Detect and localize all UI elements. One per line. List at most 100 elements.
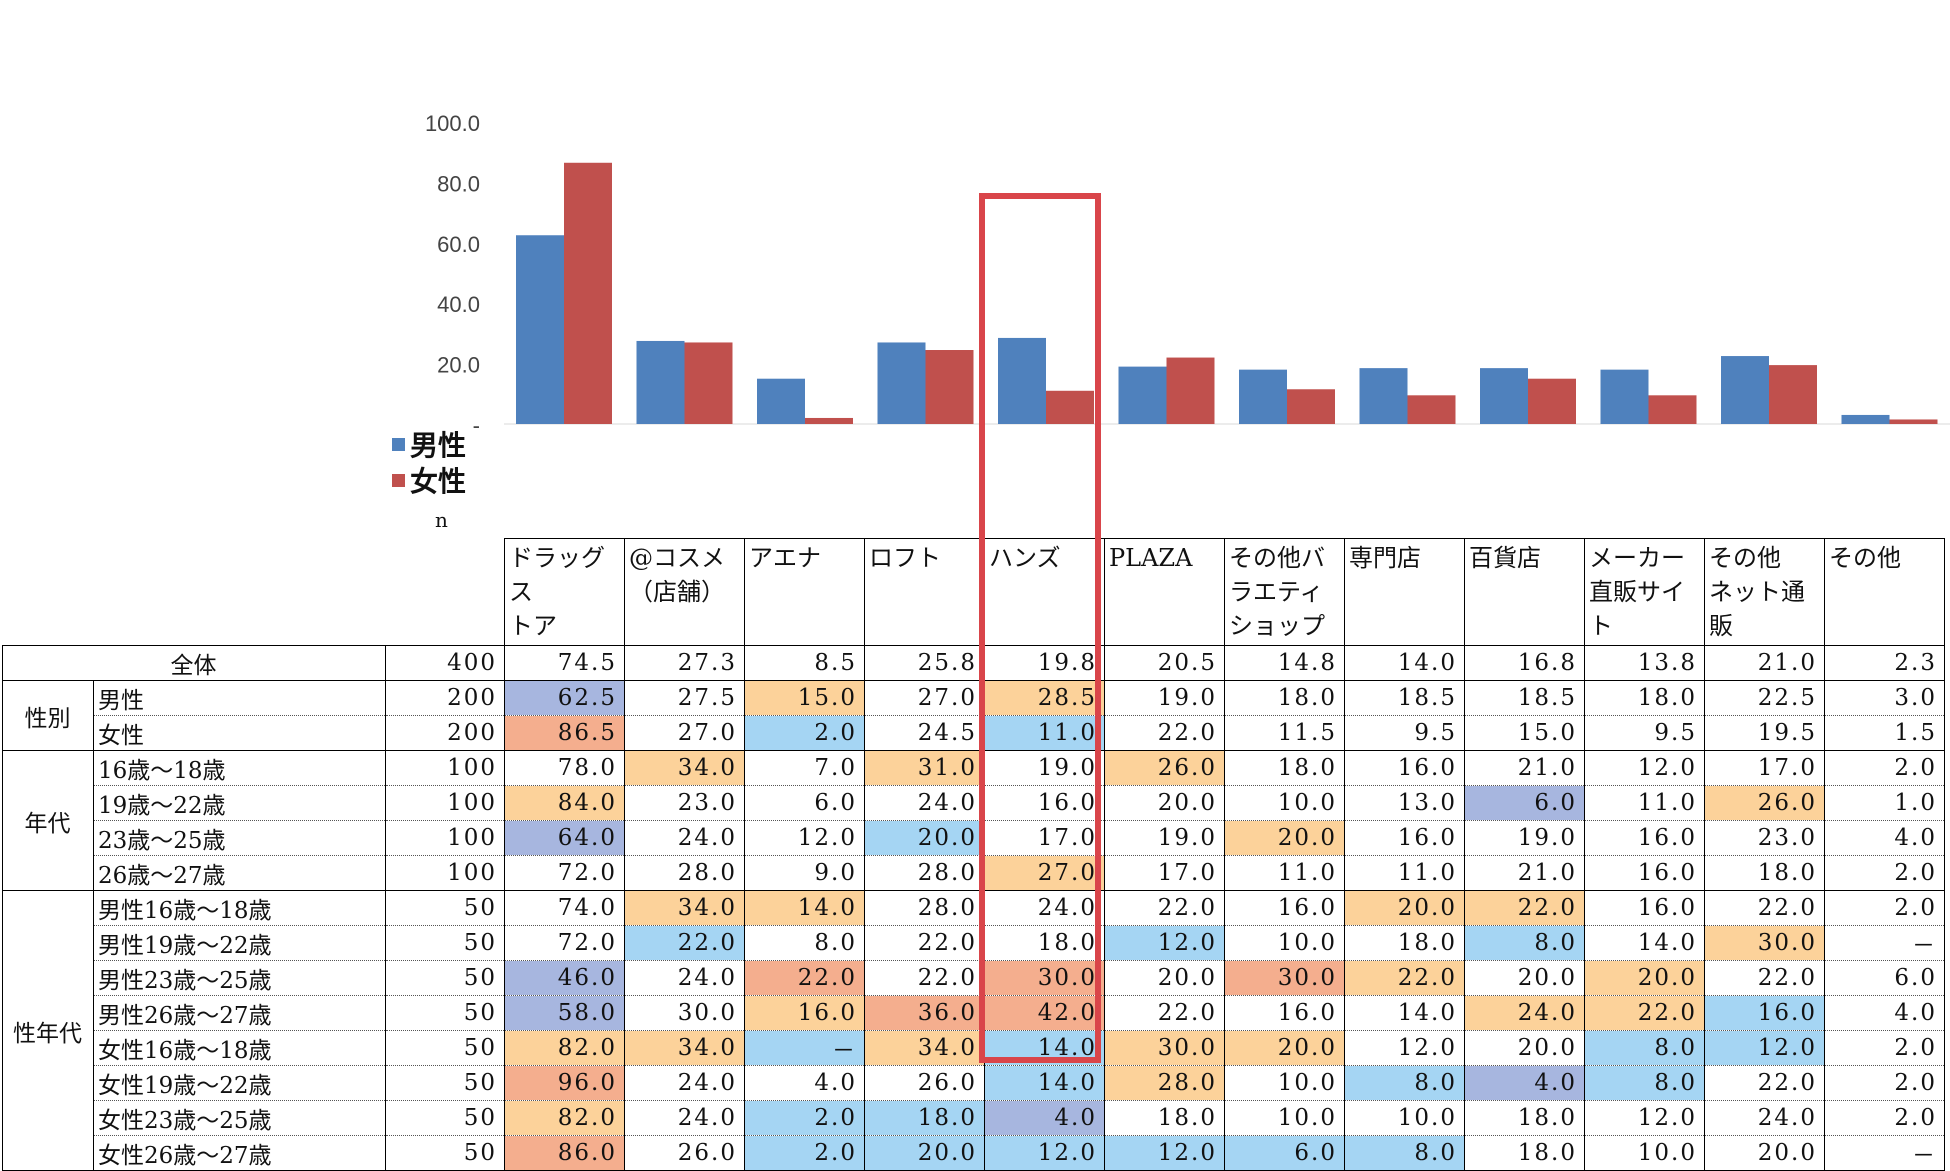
table-cell: 27.0: [984, 855, 1105, 891]
column-header: メーカー 直販サイト: [1584, 538, 1705, 646]
table-cell: 20.5: [1104, 645, 1225, 681]
y-tick-label: -: [473, 413, 480, 438]
table-cell: 12.0: [744, 820, 865, 856]
table-cell: 20.0: [1464, 1030, 1585, 1066]
bar-male-5: [1118, 366, 1167, 424]
y-tick-label: 40.0: [437, 292, 480, 317]
table-cell: 30.0: [1104, 1030, 1225, 1066]
table-cell: 11.0: [1224, 855, 1345, 891]
table-cell: 17.0: [1704, 750, 1825, 786]
row-n: 100: [385, 855, 505, 891]
table-cell: 10.0: [1584, 1135, 1705, 1171]
column-header: @コスメ （店舗）: [624, 538, 745, 646]
column-header: PLAZA: [1104, 538, 1225, 646]
table-cell: 19.0: [1104, 680, 1225, 716]
table-cell: 18.0: [984, 925, 1105, 961]
table-cell: 27.0: [624, 715, 745, 751]
row-n: 50: [385, 995, 505, 1031]
row-label: 女性23歳～25歳: [93, 1100, 386, 1136]
table-cell: 8.5: [744, 645, 865, 681]
column-header: その他 ネット通販: [1704, 538, 1825, 646]
table-cell: 16.0: [744, 995, 865, 1031]
table-cell: 22.0: [1704, 890, 1825, 926]
table-cell: 4.0: [1464, 1065, 1585, 1101]
table-cell: 18.0: [1224, 750, 1345, 786]
table-cell: 22.0: [1104, 715, 1225, 751]
legend-item-female: 女性: [392, 464, 466, 500]
table-cell: 30.0: [984, 960, 1105, 996]
table-cell: 7.0: [744, 750, 865, 786]
table-cell: 22.0: [1584, 995, 1705, 1031]
table-cell: 24.0: [1464, 995, 1585, 1031]
table-row: 男性19歳～22歳 50 72.0 22.0 8.0 22.0 18.0 12.0 10.0 18…: [3, 925, 1945, 961]
table-cell: 24.0: [1704, 1100, 1825, 1136]
table-cell: 14.0: [1584, 925, 1705, 961]
column-header-line: ショップ: [1229, 612, 1325, 640]
row-label: 男性19歳～22歳: [93, 925, 386, 961]
y-tick-label: 60.0: [437, 232, 480, 257]
column-header-line: 百貨店: [1469, 544, 1541, 572]
table-cell: 27.3: [624, 645, 745, 681]
row-n: 50: [385, 890, 505, 926]
table-cell: 30.0: [1704, 925, 1825, 961]
table-cell: 34.0: [624, 890, 745, 926]
table-cell: 14.0: [744, 890, 865, 926]
table-cell: 11.0: [1344, 855, 1465, 891]
table-cell: 6.0: [1224, 1135, 1345, 1171]
table-row: 女性23歳～25歳 50 82.0 24.0 2.0 18.0 4.0 18.0 10.0 10.…: [3, 1100, 1945, 1136]
table-cell: 20.0: [1224, 820, 1345, 856]
table-cell: 22.0: [744, 960, 865, 996]
table-cell: 28.5: [984, 680, 1105, 716]
table-cell: 24.0: [624, 820, 745, 856]
table-cell: 24.0: [624, 1100, 745, 1136]
table-cell: 10.0: [1344, 1100, 1465, 1136]
table-cell: 2.0: [1824, 855, 1945, 891]
bar-female-9: [1648, 395, 1697, 424]
column-header: ハンズ: [984, 538, 1105, 646]
table-cell: 12.0: [1104, 1135, 1225, 1171]
row-label: 全体: [2, 645, 386, 681]
column-header-line: その他バ: [1229, 544, 1325, 572]
table-cell: 25.8: [864, 645, 985, 681]
table-cell: 11.0: [984, 715, 1105, 751]
table-cell: 42.0: [984, 995, 1105, 1031]
table-cell: 9.0: [744, 855, 865, 891]
column-header: ドラッグス トア: [504, 538, 625, 646]
table-cell: 28.0: [864, 855, 985, 891]
table-cell: 12.0: [1704, 1030, 1825, 1066]
row-group-label: 性年代: [2, 890, 94, 1171]
bar-male-6: [1239, 369, 1287, 424]
table-cell: 13.8: [1584, 645, 1705, 681]
table-cell: 64.0: [504, 820, 625, 856]
table-cell: 22.0: [1704, 1065, 1825, 1101]
table-cell: 14.0: [984, 1065, 1105, 1101]
table-cell: 8.0: [1584, 1065, 1705, 1101]
table-cell: 9.5: [1344, 715, 1465, 751]
data-table: ドラッグス トア @コスメ （店舗） アエナ ロフト ハンズ PLAZA その他バ ラエティ ショッ…: [2, 538, 1945, 1171]
table-cell: 26.0: [624, 1135, 745, 1171]
table-row: 女性16歳～18歳 50 82.0 34.0 － 34.0 14.0 30.0 20.0 12.0…: [3, 1030, 1945, 1066]
table-cell: 6.0: [744, 785, 865, 821]
table-cell: 28.0: [1104, 1065, 1225, 1101]
table-cell: 14.8: [1224, 645, 1345, 681]
table-cell: 82.0: [504, 1030, 625, 1066]
bar-male-4: [998, 337, 1046, 424]
table-cell: 16.0: [1584, 855, 1705, 891]
table-cell: 18.5: [1344, 680, 1465, 716]
table-cell: 16.0: [1344, 820, 1465, 856]
table-cell: 14.0: [1344, 995, 1465, 1031]
row-label: 男性: [93, 680, 386, 716]
table-cell: 18.0: [1224, 680, 1345, 716]
bar-male-8: [1480, 368, 1528, 424]
row-label: 23歳～25歳: [93, 820, 386, 856]
table-cell: 28.0: [864, 890, 985, 926]
table-cell: 2.0: [744, 1135, 865, 1171]
table-cell: 11.5: [1224, 715, 1345, 751]
bar-male-10: [1721, 356, 1769, 424]
table-cell: 20.0: [1344, 890, 1465, 926]
table-cell: 24.0: [984, 890, 1105, 926]
table-cell: 2.0: [1824, 750, 1945, 786]
table-cell: 2.0: [1824, 1065, 1945, 1101]
table-row: 年代 16歳～18歳 100 78.0 34.0 7.0 31.0 19.0 26.0 18.0 1…: [2, 750, 1945, 891]
table-cell: 22.0: [1344, 960, 1465, 996]
